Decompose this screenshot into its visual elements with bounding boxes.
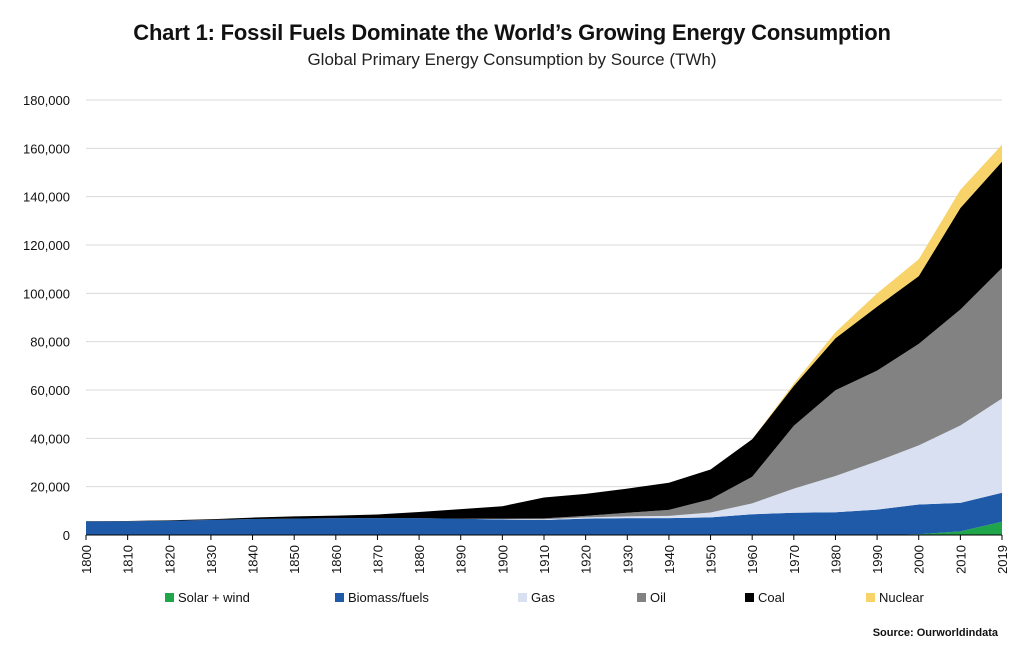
legend-item-nuclear: Nuclear (866, 590, 924, 605)
x-tick-label: 1810 (121, 545, 136, 574)
x-tick-label: 1860 (329, 545, 344, 574)
source-note: Source: Ourworldindata (872, 627, 998, 639)
x-tick-label: 1840 (246, 545, 261, 574)
legend-item-gas: Gas (518, 590, 555, 605)
y-tick-label: 140,000 (23, 190, 70, 205)
series-area-coal (86, 161, 1002, 522)
series-area-oil (86, 267, 1002, 522)
y-tick-label: 80,000 (30, 335, 70, 350)
x-tick-label: 1900 (495, 545, 510, 574)
y-tick-label: 40,000 (30, 431, 70, 446)
axes: 0 20,000 40,000 60,000 80,000 100,000 120,000 1… (23, 93, 1010, 574)
legend-swatch (866, 593, 875, 602)
legend-swatch (518, 593, 527, 602)
y-tick-label: 0 (63, 528, 70, 543)
x-tick-label: 2019 (995, 545, 1010, 574)
x-tick-label: 1950 (704, 545, 719, 574)
legend-item-coal: Coal (745, 590, 785, 605)
series-area-biomass-fuels (86, 492, 1002, 535)
y-tick-label: 120,000 (23, 238, 70, 253)
x-tick-label: 1830 (204, 545, 219, 574)
legend-label: Nuclear (879, 590, 924, 605)
x-tick-label: 1850 (287, 545, 302, 574)
x-tick-label: 1990 (870, 545, 885, 574)
x-tick-label: 1870 (370, 545, 385, 574)
x-tick-label: 1880 (412, 545, 427, 574)
legend-item-oil: Oil (637, 590, 666, 605)
x-tick-label: 1980 (828, 545, 843, 574)
legend-swatch (745, 593, 754, 602)
y-tick-label: 100,000 (23, 286, 70, 301)
x-tick-label: 1940 (662, 545, 677, 574)
y-tick-label: 60,000 (30, 383, 70, 398)
legend-item-solar-wind: Solar + wind (165, 590, 250, 605)
x-tick-label: 1920 (579, 545, 594, 574)
legend-swatch (335, 593, 344, 602)
legend-label: Coal (758, 590, 785, 605)
x-tick-label: 1930 (620, 545, 635, 574)
x-tick-label: 1960 (745, 545, 760, 574)
legend: Solar + wind Biomass/fuels Gas Oil Coal Nucle… (165, 590, 924, 605)
legend-label: Gas (531, 590, 555, 605)
x-tick-label: 2010 (953, 545, 968, 574)
x-tick-label: 2000 (912, 545, 927, 574)
legend-item-biomass-fuels: Biomass/fuels (335, 590, 429, 605)
legend-label: Solar + wind (178, 590, 250, 605)
series-areas (86, 144, 1002, 535)
x-tick-label: 1970 (787, 545, 802, 574)
legend-label: Biomass/fuels (348, 590, 429, 605)
chart-subtitle: Global Primary Energy Consumption by Sou… (307, 50, 717, 69)
x-tick-label: 1800 (79, 545, 94, 574)
legend-swatch (637, 593, 646, 602)
legend-label: Oil (650, 590, 666, 605)
y-tick-label: 180,000 (23, 93, 70, 108)
legend-swatch (165, 593, 174, 602)
x-tick-label: 1890 (454, 545, 469, 574)
x-tick-label: 1820 (162, 545, 177, 574)
chart-title: Chart 1: Fossil Fuels Dominate the World… (133, 20, 891, 45)
y-tick-label: 160,000 (23, 141, 70, 156)
x-tick-label: 1910 (537, 545, 552, 574)
y-tick-label: 20,000 (30, 480, 70, 495)
